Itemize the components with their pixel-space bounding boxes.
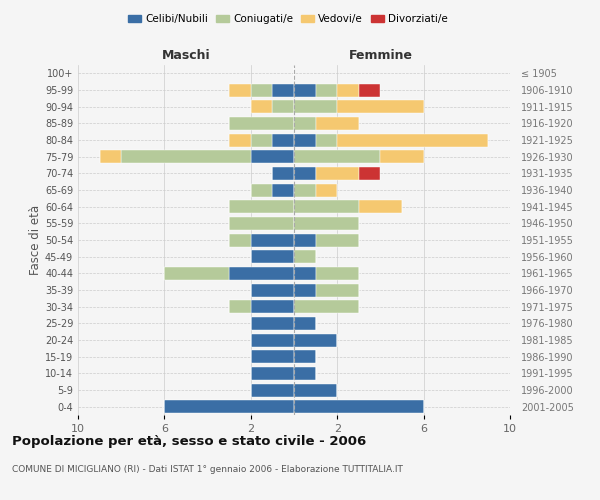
Bar xyxy=(294,184,316,196)
Bar xyxy=(359,167,380,180)
Bar xyxy=(294,384,337,396)
Bar xyxy=(294,117,316,130)
Bar xyxy=(316,167,359,180)
Bar xyxy=(272,167,294,180)
Y-axis label: Fasce di età: Fasce di età xyxy=(29,205,42,275)
Bar xyxy=(294,150,380,163)
Bar xyxy=(251,184,272,196)
Bar xyxy=(316,134,337,146)
Bar xyxy=(359,84,380,96)
Bar xyxy=(251,334,294,346)
Bar xyxy=(316,184,337,196)
Bar xyxy=(294,267,316,280)
Bar xyxy=(294,350,316,363)
Bar xyxy=(251,250,294,263)
Bar xyxy=(164,267,229,280)
Bar xyxy=(294,367,316,380)
Bar xyxy=(251,234,294,246)
Bar xyxy=(294,284,316,296)
Bar xyxy=(359,200,402,213)
Bar xyxy=(251,350,294,363)
Bar xyxy=(380,150,424,163)
Bar xyxy=(272,184,294,196)
Bar xyxy=(272,84,294,96)
Bar xyxy=(121,150,251,163)
Bar xyxy=(251,284,294,296)
Bar xyxy=(251,317,294,330)
Bar xyxy=(294,100,337,113)
Bar xyxy=(251,84,272,96)
Bar xyxy=(337,84,359,96)
Text: COMUNE DI MICIGLIANO (RI) - Dati ISTAT 1° gennaio 2006 - Elaborazione TUTTITALIA: COMUNE DI MICIGLIANO (RI) - Dati ISTAT 1… xyxy=(12,465,403,474)
Bar xyxy=(294,317,316,330)
Text: Maschi: Maschi xyxy=(161,48,211,62)
Bar xyxy=(229,200,294,213)
Bar xyxy=(294,400,424,413)
Bar xyxy=(294,334,337,346)
Bar xyxy=(229,267,294,280)
Bar xyxy=(251,367,294,380)
Bar xyxy=(316,84,337,96)
Bar xyxy=(272,100,294,113)
Bar xyxy=(251,384,294,396)
Legend: Celibi/Nubili, Coniugati/e, Vedovi/e, Divorziati/e: Celibi/Nubili, Coniugati/e, Vedovi/e, Di… xyxy=(124,10,452,29)
Bar xyxy=(251,300,294,313)
Bar xyxy=(251,100,272,113)
Bar xyxy=(251,150,294,163)
Bar xyxy=(316,267,359,280)
Bar xyxy=(294,250,316,263)
Bar xyxy=(272,134,294,146)
Bar xyxy=(294,134,316,146)
Bar xyxy=(316,284,359,296)
Bar xyxy=(229,217,294,230)
Bar xyxy=(294,84,316,96)
Bar xyxy=(294,200,359,213)
Bar xyxy=(337,134,488,146)
Bar xyxy=(229,84,251,96)
Bar xyxy=(251,134,272,146)
Text: Popolazione per età, sesso e stato civile - 2006: Popolazione per età, sesso e stato civil… xyxy=(12,435,366,448)
Bar xyxy=(229,300,251,313)
Bar xyxy=(294,300,359,313)
Bar xyxy=(337,100,424,113)
Bar xyxy=(316,234,359,246)
Bar xyxy=(164,400,294,413)
Bar xyxy=(229,117,294,130)
Text: Femmine: Femmine xyxy=(349,48,412,62)
Bar xyxy=(294,234,316,246)
Bar xyxy=(229,134,251,146)
Bar xyxy=(294,167,316,180)
Bar xyxy=(100,150,121,163)
Bar xyxy=(229,234,251,246)
Bar xyxy=(294,217,359,230)
Bar xyxy=(316,117,359,130)
